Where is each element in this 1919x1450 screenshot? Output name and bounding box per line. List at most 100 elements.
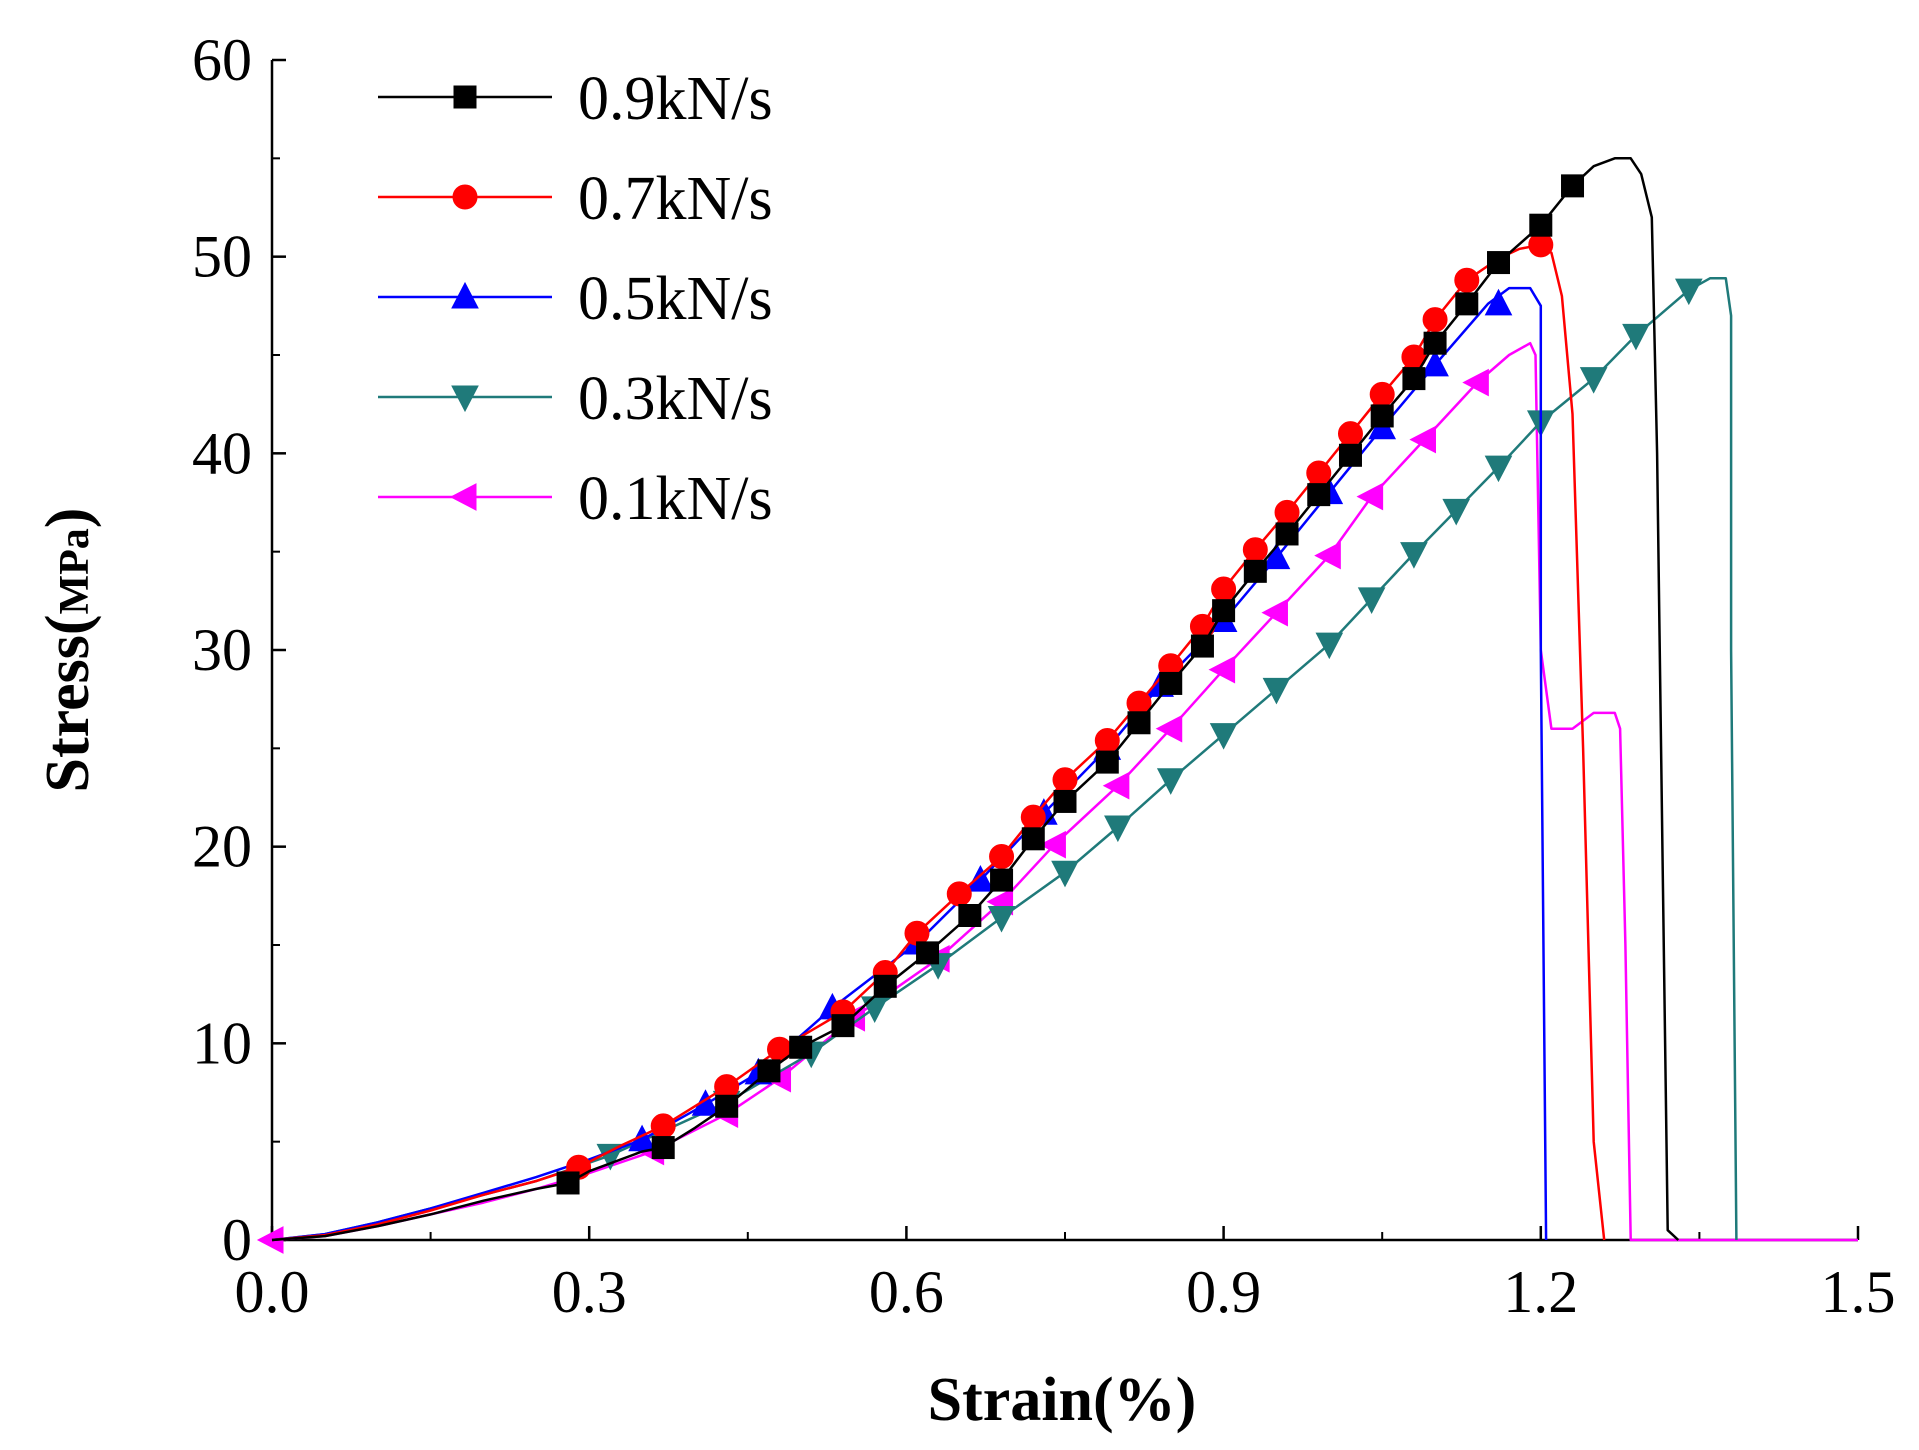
data-point xyxy=(1209,723,1238,750)
data-point xyxy=(1243,559,1267,583)
legend-label: 0.1kN/s xyxy=(578,465,773,533)
data-point xyxy=(1211,576,1237,602)
data-point xyxy=(1455,292,1479,316)
legend-entry: 0.7kN/s xyxy=(378,165,773,233)
legend-label: 0.7kN/s xyxy=(578,165,773,233)
y-tick-label: 20 xyxy=(192,814,252,880)
data-point xyxy=(1307,483,1331,507)
legend-label: 0.3kN/s xyxy=(578,365,773,433)
data-point xyxy=(916,941,940,965)
data-point xyxy=(1039,830,1066,859)
data-point xyxy=(651,1136,675,1160)
data-point xyxy=(1462,368,1489,397)
data-point xyxy=(1357,587,1386,614)
series-line xyxy=(271,277,1738,1242)
data-point xyxy=(1422,307,1448,333)
data-point xyxy=(1338,443,1362,467)
data-point xyxy=(596,1143,625,1171)
data-point xyxy=(1529,213,1553,237)
data-point xyxy=(1579,367,1608,394)
x-tick-label: 1.2 xyxy=(1503,1259,1578,1325)
data-point xyxy=(1094,727,1120,753)
series-0.7kN/s xyxy=(271,232,1606,1242)
series-0.9kN/s xyxy=(271,157,1680,1242)
data-point xyxy=(1104,815,1132,843)
data-point xyxy=(1127,711,1151,735)
y-axis-title-close: ) xyxy=(34,508,102,529)
data-point xyxy=(1051,860,1079,888)
data-point xyxy=(1675,278,1703,306)
y-tick-label: 10 xyxy=(192,1010,252,1076)
data-point xyxy=(715,1094,739,1118)
data-point xyxy=(1622,323,1650,351)
data-point xyxy=(1369,381,1395,407)
y-tick-label: 0 xyxy=(222,1207,252,1273)
data-point xyxy=(1208,655,1236,684)
data-point xyxy=(1275,522,1299,546)
data-point xyxy=(1315,632,1344,660)
data-point xyxy=(1021,827,1045,851)
legend-label: 0.5kN/s xyxy=(578,265,773,333)
legend-marker xyxy=(451,385,479,413)
y-tick-label: 60 xyxy=(192,27,252,93)
data-point xyxy=(1306,460,1332,486)
data-point xyxy=(1402,367,1426,391)
data-point xyxy=(556,1171,580,1195)
legend-entry: 0.1kN/s xyxy=(378,465,773,533)
axes: 0.0 0.3 0.6 0.9 1.2 1.5 0 10 20 30 40 50 60 xyxy=(192,27,1896,1325)
data-point xyxy=(1442,498,1471,526)
x-tick-label: 0.9 xyxy=(1186,1259,1261,1325)
y-axis-title-main: Stress( xyxy=(34,615,102,793)
data-point xyxy=(873,974,897,998)
data-point xyxy=(1487,251,1511,275)
data-point xyxy=(1053,789,1077,813)
legend: 0.9kN/s 0.7kN/s 0.5kN/s 0.3kN/s 0.1kN/s xyxy=(378,65,773,533)
x-tick-label: 0.3 xyxy=(552,1259,627,1325)
data-point xyxy=(1155,714,1183,743)
data-point xyxy=(1159,671,1183,695)
data-point xyxy=(1190,634,1214,658)
series-0.3kN/s xyxy=(271,277,1738,1242)
data-point xyxy=(1095,750,1119,774)
data-point xyxy=(757,1059,781,1083)
x-tick-label: 0.6 xyxy=(869,1259,944,1325)
data-point xyxy=(1356,482,1384,511)
data-point xyxy=(1102,771,1130,800)
legend-label: 0.9kN/s xyxy=(578,65,773,133)
x-tick-label: 1.5 xyxy=(1821,1259,1896,1325)
data-point xyxy=(990,868,1014,892)
data-point xyxy=(966,865,995,892)
legend-marker xyxy=(453,85,477,109)
data-point xyxy=(1274,499,1300,525)
data-point xyxy=(1409,425,1436,454)
data-point xyxy=(1262,677,1291,705)
svg-text:Stress(MPa): Stress(MPa) xyxy=(34,508,102,793)
legend-entry: 0.5kN/s xyxy=(378,265,773,333)
legend-marker xyxy=(449,483,477,511)
data-point xyxy=(1261,598,1288,627)
series-layer xyxy=(256,157,1858,1254)
data-point xyxy=(1337,421,1363,447)
data-point xyxy=(987,905,1016,933)
data-point xyxy=(1484,455,1513,483)
data-point xyxy=(1020,804,1046,830)
y-axis-unit: MPa xyxy=(52,528,98,614)
data-point xyxy=(1423,331,1447,355)
data-point xyxy=(1484,288,1513,316)
y-tick-label: 40 xyxy=(192,420,252,486)
data-point xyxy=(946,881,972,907)
y-tick-label: 30 xyxy=(192,617,252,683)
data-point xyxy=(1052,767,1078,793)
series-line xyxy=(271,157,1680,1242)
data-point xyxy=(989,844,1015,869)
y-tick-label: 50 xyxy=(192,224,252,290)
legend-marker xyxy=(452,184,478,210)
data-point xyxy=(1454,267,1480,293)
data-point xyxy=(831,1014,855,1038)
data-point xyxy=(1156,768,1185,795)
data-point xyxy=(1370,404,1394,428)
legend-marker xyxy=(451,281,479,309)
data-point xyxy=(628,1124,656,1152)
